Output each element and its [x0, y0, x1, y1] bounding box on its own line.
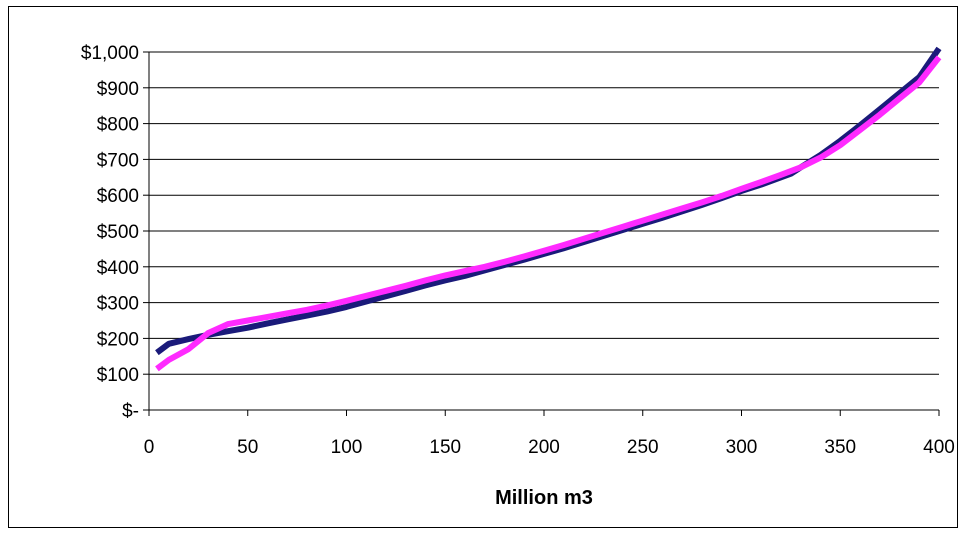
y-tick-label: $600 — [97, 186, 139, 207]
y-tick-label: $300 — [97, 294, 139, 315]
series-line-2 — [155, 55, 942, 372]
x-tick-label: 250 — [627, 437, 659, 458]
y-tick-label: $100 — [97, 365, 139, 386]
y-tick-label: $1,000 — [81, 43, 139, 64]
y-tick-label: $200 — [97, 329, 139, 350]
series-lines — [155, 46, 942, 372]
y-tick-label: $- — [122, 401, 139, 422]
y-tick-label: $500 — [97, 222, 139, 243]
chart-frame: $- $100 $200 $300 $400 $500 $600 $700 $800 $900 $1… — [8, 6, 958, 528]
x-tick-label: 400 — [923, 437, 955, 458]
x-tick-label: 200 — [528, 437, 560, 458]
x-tick-label: 150 — [429, 437, 461, 458]
y-tick-label: $700 — [97, 150, 139, 171]
series-line-1 — [155, 46, 942, 356]
gridlines — [149, 51, 939, 375]
y-tick-label: $900 — [97, 79, 139, 100]
x-tick-label: 0 — [144, 437, 155, 458]
x-axis-label: Million m3 — [495, 487, 593, 509]
y-axis-ticks: $- $100 $200 $300 $400 $500 $600 $700 $800 $900 $1… — [81, 43, 149, 422]
y-tick-label: $400 — [97, 258, 139, 279]
x-tick-label: 100 — [331, 437, 363, 458]
x-axis-ticks: 0 50 100 150 200 250 300 350 400 — [144, 410, 955, 458]
y-tick-label: $800 — [97, 115, 139, 136]
line-chart: $- $100 $200 $300 $400 $500 $600 $700 $800 $900 $1… — [81, 43, 955, 509]
x-tick-label: 300 — [726, 437, 758, 458]
x-tick-label: 50 — [237, 437, 258, 458]
x-tick-label: 350 — [824, 437, 856, 458]
